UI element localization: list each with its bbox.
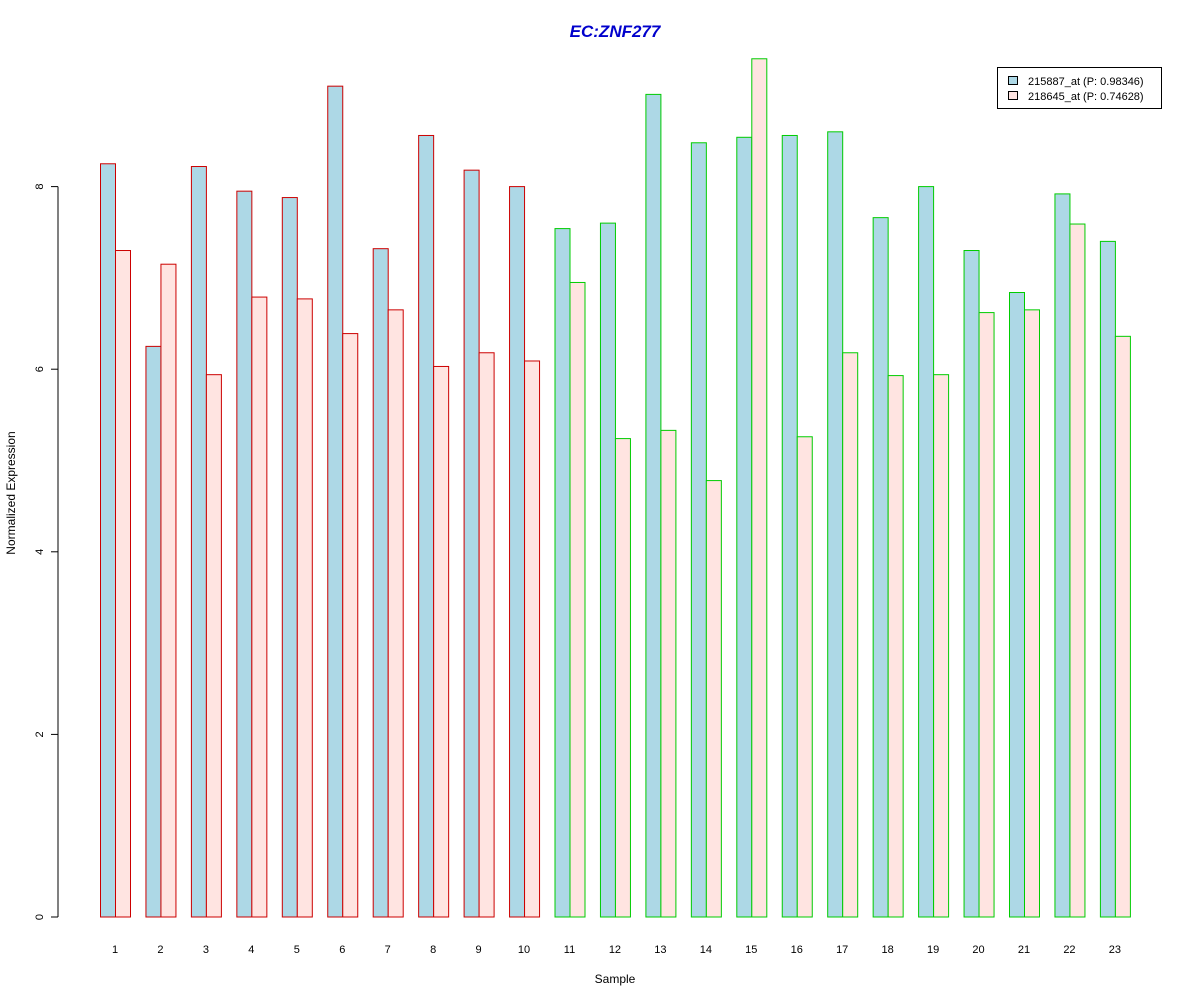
bar-sample-9-series-1	[463, 169, 480, 918]
bar-sample-21-series-2	[1024, 309, 1040, 918]
bar-sample-14-series-2	[705, 480, 722, 918]
x-tick-label: 1	[112, 944, 118, 956]
legend-swatch-2	[1008, 91, 1018, 100]
x-tick-label: 17	[836, 944, 848, 956]
bar-sample-20-series-1	[963, 250, 980, 918]
x-tick-label: 2	[157, 944, 163, 956]
bar-sample-6-series-1	[327, 85, 344, 918]
x-tick-label: 13	[654, 944, 666, 956]
y-axis: 0 2 4 6 8	[34, 184, 59, 920]
bar-sample-16-series-2	[796, 436, 813, 918]
legend-box	[997, 67, 1162, 109]
x-axis-label: Sample	[595, 972, 636, 986]
x-tick-label: 9	[476, 944, 482, 956]
x-tick-label: 12	[609, 944, 621, 956]
bar-sample-23-series-1	[1099, 240, 1116, 918]
bar-sample-10-series-1	[509, 186, 526, 918]
bar-sample-20-series-2	[978, 312, 995, 918]
x-tick-label: 23	[1109, 944, 1121, 956]
x-tick-label: 3	[203, 944, 209, 956]
bar-sample-12-series-1	[599, 222, 616, 918]
x-tick-label: 4	[248, 944, 254, 956]
bar-sample-6-series-2	[342, 333, 359, 918]
legend-label-1: 215887_at (P: 0.98346)	[1028, 76, 1144, 88]
bar-sample-2-series-2	[160, 263, 177, 918]
bar-sample-14-series-1	[690, 142, 707, 918]
legend-swatch-1	[1008, 76, 1018, 85]
x-tick-label: 15	[745, 944, 757, 956]
y-axis-label: Normalized Expression	[4, 431, 18, 554]
bar-sample-3-series-2	[205, 374, 222, 918]
x-tick-label: 8	[430, 944, 436, 956]
x-tick-label: 11	[564, 944, 575, 956]
bar-sample-17-series-2	[842, 352, 859, 918]
bar-sample-8-series-1	[418, 134, 435, 918]
bar-sample-15-series-1	[736, 136, 753, 918]
bar-sample-19-series-1	[918, 186, 935, 918]
bar-sample-3-series-1	[190, 166, 207, 918]
bars-group	[100, 58, 1131, 918]
y-tick-label: 0	[34, 914, 46, 920]
y-tick-label: 2	[34, 731, 46, 737]
bar-sample-9-series-2	[478, 352, 495, 918]
bar-sample-15-series-2	[751, 58, 768, 918]
x-tick-label: 19	[927, 944, 939, 956]
x-tick-label: 6	[339, 944, 345, 956]
x-tick-label: 16	[791, 944, 803, 956]
legend-label-2: 218645_at (P: 0.74628)	[1028, 91, 1144, 103]
bar-sample-12-series-2	[614, 438, 631, 918]
x-tick-label: 20	[972, 944, 984, 956]
x-tick-label: 22	[1063, 944, 1075, 956]
bar-sample-22-series-1	[1054, 193, 1071, 918]
y-tick-label: 6	[34, 366, 46, 372]
bar-sample-5-series-2	[296, 298, 313, 918]
bar-sample-13-series-2	[660, 429, 677, 918]
bar-sample-22-series-2	[1069, 223, 1086, 918]
legend: 215887_at (P: 0.98346) 218645_at (P: 0.74…	[997, 67, 1162, 109]
bar-sample-1-series-2	[115, 250, 131, 918]
bar-sample-4-series-1	[236, 190, 253, 918]
bar-sample-17-series-1	[827, 131, 844, 918]
bar-sample-19-series-2	[933, 374, 950, 918]
bar-sample-10-series-2	[524, 360, 541, 918]
x-tick-label: 21	[1018, 944, 1030, 956]
y-tick-label: 8	[34, 184, 46, 190]
bar-sample-4-series-2	[251, 296, 268, 918]
bar-sample-2-series-1	[145, 345, 162, 918]
bar-sample-11-series-2	[569, 281, 586, 918]
bar-sample-13-series-1	[645, 93, 662, 918]
bar-sample-21-series-1	[1009, 292, 1025, 918]
chart-title: EC:ZNF277	[570, 22, 662, 41]
bar-sample-18-series-1	[872, 217, 889, 918]
x-tick-label: 7	[385, 944, 391, 956]
x-tick-label: 18	[882, 944, 894, 956]
bar-sample-18-series-2	[887, 375, 904, 918]
bar-sample-23-series-2	[1114, 335, 1131, 918]
bar-sample-7-series-1	[372, 248, 389, 918]
x-tick-label: 5	[294, 944, 300, 956]
bar-sample-7-series-2	[387, 309, 404, 918]
bar-sample-16-series-1	[781, 134, 798, 918]
bar-sample-1-series-1	[100, 163, 116, 918]
x-tick-label: 14	[700, 944, 712, 956]
x-tick-labels: 1 2 3 4 5 6 7 8 9 10 11 12 13 14 15 16 17 18 19 20 21 22 23	[112, 944, 1121, 956]
bar-sample-5-series-1	[281, 197, 298, 918]
x-tick-label: 10	[518, 944, 530, 956]
bar-sample-8-series-2	[433, 365, 450, 918]
bar-sample-11-series-1	[554, 228, 571, 918]
y-tick-label: 4	[34, 549, 46, 555]
